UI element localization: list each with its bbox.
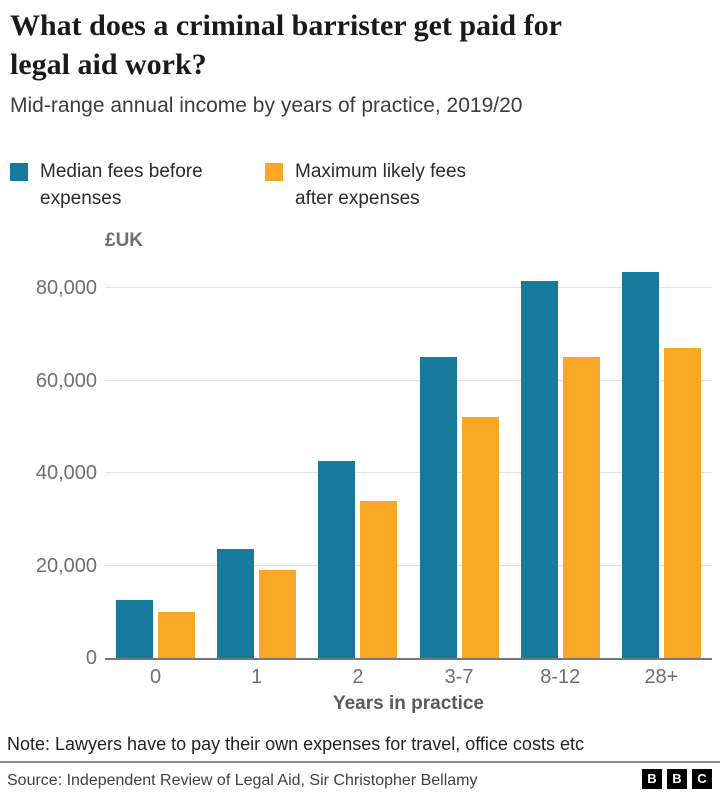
bar-group-0 [105, 256, 206, 660]
bar-median-fees-before [520, 281, 558, 658]
y-gridline [105, 472, 712, 473]
bar-group-3-7 [409, 256, 510, 660]
bar-maximum-fees-after [360, 501, 398, 658]
bar-median-fees-before [116, 600, 154, 658]
y-axis-unit-label: £UK [105, 230, 144, 251]
page-title-line1: What does a criminal barrister get paid … [10, 9, 562, 42]
page-title-line2: legal aid work? [10, 48, 207, 81]
page-title: What does a criminal barrister get paid … [10, 6, 710, 84]
x-tick-label: 2 [352, 666, 364, 688]
y-tick-label: 60,000 [35, 369, 97, 392]
bar-group-28+ [611, 256, 712, 660]
bar-maximum-fees-after [562, 357, 600, 658]
bar-maximum-fees-after [158, 612, 196, 658]
bar-maximum-fees-after [461, 417, 499, 658]
x-tick-label: 0 [150, 666, 162, 688]
legend-item-max-after: Maximum likely fees after expenses [265, 158, 475, 212]
x-axis-title: Years in practice [332, 693, 485, 714]
bbc-logo-block: B [642, 769, 662, 789]
legend-swatch-orange [265, 163, 283, 181]
y-tick-label: 20,000 [35, 554, 97, 577]
chart-subtitle: Mid-range annual income by years of prac… [10, 94, 523, 117]
source-text: Source: Independent Review of Legal Aid,… [7, 772, 478, 789]
y-gridline [105, 564, 712, 566]
x-tick-label: 1 [251, 666, 263, 688]
legend-label: Median fees before expenses [40, 161, 203, 209]
y-tick-label: 40,000 [35, 462, 97, 484]
bbc-logo-block: B [667, 769, 687, 789]
bar-group-2 [307, 256, 408, 660]
bar-median-fees-before [621, 272, 659, 658]
y-tick-label: 80,000 [35, 277, 97, 299]
x-tick-label: 28+ [644, 666, 679, 688]
bar-group-8-12 [510, 256, 611, 660]
legend-swatch-teal [10, 163, 28, 181]
x-tick-label: 8-12 [540, 666, 581, 688]
bar-chart: 0 20,000 40,000 60,000 80,000 [36, 256, 712, 669]
bar-median-fees-before [419, 357, 457, 658]
legend-label: Maximum likely fees after expenses [295, 161, 467, 209]
x-axis-baseline [105, 658, 712, 660]
note-text: Note: Lawyers have to pay their own expe… [7, 734, 584, 754]
x-tick-label: 3-7 [444, 666, 474, 688]
y-gridline [105, 287, 712, 288]
bar-maximum-fees-after [663, 348, 701, 658]
bar-maximum-fees-after [259, 570, 297, 658]
footer-divider [0, 761, 720, 763]
bar-median-fees-before [217, 549, 255, 658]
bbc-logo-block: C [692, 769, 712, 789]
bar-group-1 [206, 256, 307, 660]
bar-median-fees-before [318, 461, 356, 658]
y-gridline [105, 379, 712, 381]
y-tick-label: 0 [85, 647, 97, 669]
legend-item-median-before: Median fees before expenses [10, 158, 220, 212]
